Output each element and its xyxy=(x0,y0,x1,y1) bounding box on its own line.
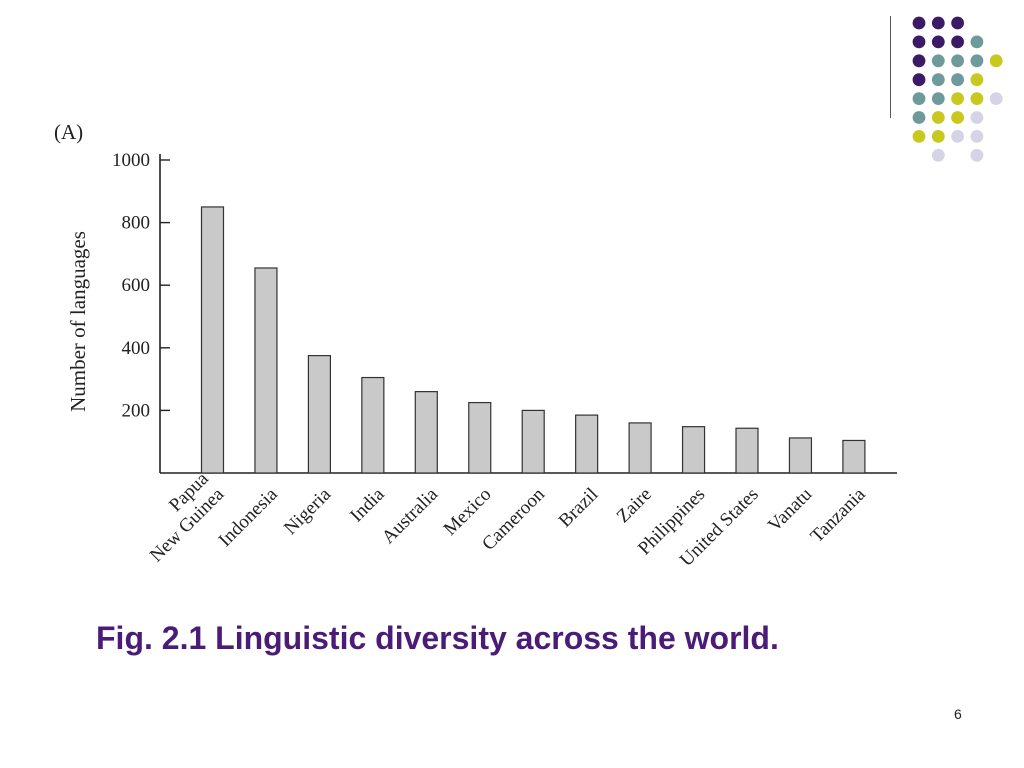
bar xyxy=(200,206,225,474)
bar xyxy=(414,391,438,474)
bar xyxy=(254,267,278,474)
decorative-dot xyxy=(912,130,926,143)
decorative-dot xyxy=(970,130,984,143)
decorative-divider-line xyxy=(890,16,891,118)
decorative-dot xyxy=(912,92,926,105)
decorative-dot xyxy=(931,73,945,87)
decorative-dot xyxy=(951,130,964,143)
x-tick-label: Australia xyxy=(378,484,442,548)
bar xyxy=(735,427,759,474)
decorative-dot xyxy=(970,92,984,105)
decorative-dot xyxy=(951,54,964,68)
bar xyxy=(788,437,813,474)
decorative-dot xyxy=(989,92,1003,105)
decorative-dot-grid xyxy=(912,16,1003,162)
bar xyxy=(842,439,866,474)
bar xyxy=(468,401,492,474)
y-tick-label: 1000 xyxy=(112,150,150,171)
decorative-dot xyxy=(951,92,964,105)
x-tick-label: Brazil xyxy=(555,484,603,532)
bar xyxy=(681,426,706,474)
x-tick-label: Vanatu xyxy=(764,484,817,537)
decorative-dot xyxy=(912,73,926,87)
x-tick-label: Zaire xyxy=(613,484,656,527)
decorative-dot xyxy=(970,35,984,49)
decorative-dot xyxy=(931,111,945,124)
decorative-dot xyxy=(989,54,1003,68)
x-tick-label: Nigeria xyxy=(280,484,336,540)
decorative-dot xyxy=(931,35,945,49)
decorative-dot xyxy=(970,148,984,162)
decorative-dot xyxy=(912,54,926,68)
decorative-dot xyxy=(912,16,926,30)
y-tick-label: 800 xyxy=(122,213,151,234)
y-tick-label: 400 xyxy=(122,338,151,359)
decorative-dot xyxy=(931,130,945,143)
decorative-dot xyxy=(951,73,964,87)
decorative-dot xyxy=(970,54,984,68)
decorative-dot xyxy=(951,111,964,124)
decorative-dot xyxy=(970,111,984,124)
decorative-dot xyxy=(912,35,926,49)
figure-caption: Fig. 2.1 Linguistic diversity across the… xyxy=(96,620,779,656)
bar xyxy=(307,355,331,474)
decorative-dot xyxy=(951,35,964,49)
bar xyxy=(521,409,545,474)
decorative-dot xyxy=(931,54,945,68)
x-tick-label: India xyxy=(346,484,389,527)
decorative-dot xyxy=(931,92,945,105)
page-number: 6 xyxy=(954,706,962,722)
x-tick-label: PapuaNew Guinea xyxy=(130,468,228,566)
bar-chart: 200 400 600 800 1000 Number of languages Papua… xyxy=(66,150,897,571)
y-tick-label: 200 xyxy=(122,400,151,421)
decorative-dot xyxy=(970,73,984,87)
decorative-dot xyxy=(931,16,945,30)
decorative-dot xyxy=(931,148,945,162)
bar xyxy=(361,376,385,474)
bar xyxy=(628,422,652,474)
decorative-dot xyxy=(912,111,926,124)
x-tick-label: Indonesia xyxy=(215,484,282,551)
decorative-dot xyxy=(951,16,964,30)
y-tick-label: 600 xyxy=(122,275,151,296)
x-tick-label: Tanzania xyxy=(807,484,871,548)
panel-label: (A) xyxy=(54,120,84,144)
bar xyxy=(575,414,599,474)
y-axis-label: Number of languages xyxy=(66,231,90,412)
